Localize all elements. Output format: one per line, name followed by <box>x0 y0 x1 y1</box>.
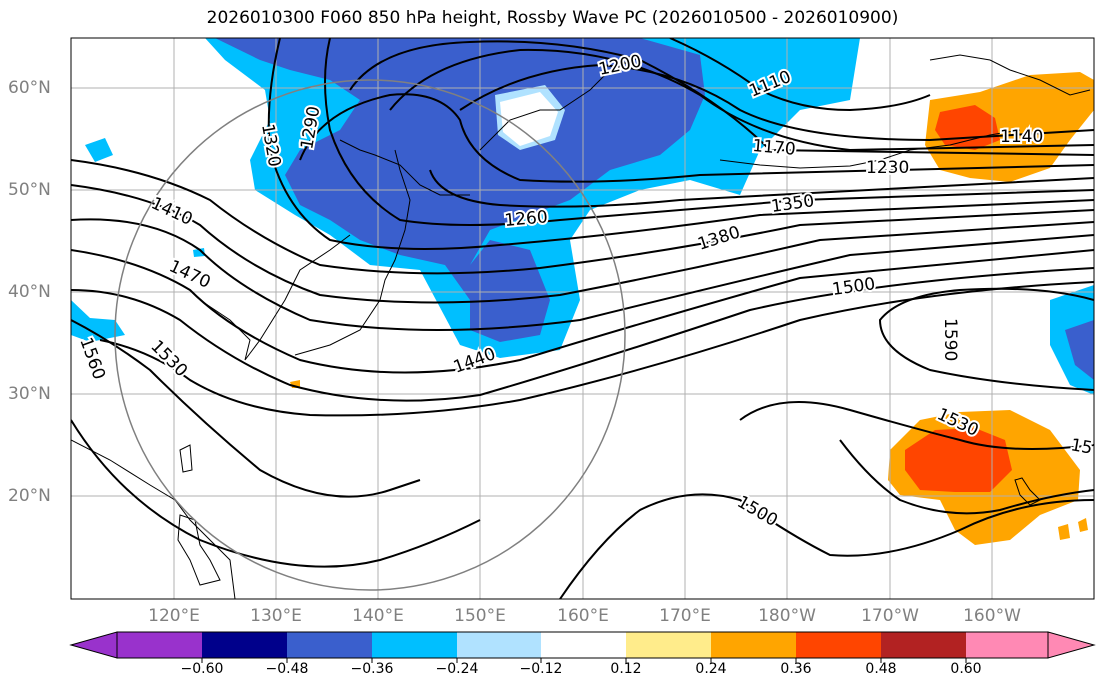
lon-label-180w: 180°W <box>758 606 816 626</box>
colorbar-segment <box>457 632 541 658</box>
negative-anomaly-west-dot <box>193 248 205 257</box>
lon-label-150e: 150°E <box>454 606 506 626</box>
colorbar <box>69 631 1096 663</box>
contour-label: 1230 <box>866 158 909 178</box>
contour-label: 1170 <box>752 136 797 160</box>
map-title: 2026010300 F060 850 hPa height, Rossby W… <box>206 8 899 28</box>
negative-anomaly-white-hole <box>500 92 558 146</box>
coastline-alaska <box>929 54 1091 96</box>
colorbar-segment <box>881 632 966 658</box>
height-contour-1380 <box>71 184 1094 304</box>
colorbar-segment <box>796 632 881 658</box>
coastlines <box>71 54 1091 599</box>
lon-label-170e: 170°E <box>659 606 711 626</box>
projection-circle <box>114 79 626 591</box>
height-contour-1440 <box>71 249 1094 374</box>
colorbar-frame <box>116 631 1049 659</box>
positive-anomaly-subtropical-strong <box>905 428 1012 492</box>
colorbar-segment <box>202 632 287 658</box>
height-contour-1500-south <box>559 493 1094 599</box>
contour-label: 1140 <box>1000 127 1043 147</box>
height-contour-1320 <box>267 38 1094 250</box>
height-contour-1470 <box>71 267 1094 402</box>
colorbar-extend-high <box>1047 631 1096 659</box>
height-contour-1500-north <box>99 281 1094 417</box>
positive-anomaly-small-2 <box>1078 518 1088 532</box>
map-frame <box>70 37 1095 600</box>
lat-label-60n: 60°N <box>8 78 51 98</box>
colorbar-segment <box>541 632 626 658</box>
colorbar-tick-label: −0.24 <box>435 661 479 677</box>
colorbar-segment <box>966 632 1048 658</box>
lon-label-130e: 130°E <box>250 606 302 626</box>
negative-anomaly-west-edge <box>71 300 125 342</box>
colorbar-ticks <box>201 658 967 663</box>
colorbar-segment <box>117 632 202 658</box>
lon-label-170w: 170°W <box>861 606 919 626</box>
colorbar-tick-label: 0.60 <box>950 661 982 677</box>
negative-anomaly-east-strong <box>1065 320 1094 380</box>
lat-label-30n: 30°N <box>8 384 51 404</box>
height-contour-1260 <box>429 169 1094 208</box>
height-contours <box>71 38 1094 599</box>
height-contour-1530 <box>71 319 1094 498</box>
lat-label-40n: 40°N <box>8 282 51 302</box>
height-contour-1200 <box>349 40 1094 156</box>
coastline-philippines <box>177 514 221 586</box>
coastline-aleutians <box>719 129 1021 169</box>
coastline-japan <box>294 149 411 356</box>
height-contour-1140 <box>459 63 1094 142</box>
positive-anomaly-small-1 <box>1058 524 1070 540</box>
coastline-kamchatka <box>479 69 611 151</box>
height-contour-1230 <box>299 93 1094 183</box>
lon-label-120e: 120°E <box>148 606 200 626</box>
height-contour-1290 <box>324 38 1094 226</box>
coastline-sakhalin-kuril <box>339 139 470 196</box>
height-contour-1560 <box>71 419 1094 568</box>
colorbar-segment <box>287 632 372 658</box>
contour-label: 1260 <box>504 207 549 231</box>
colorbar-tick-label: −0.12 <box>519 661 563 677</box>
coastline-asia-mainland <box>71 439 236 599</box>
contour-label: 15 <box>1069 435 1094 458</box>
colorbar-tick-label: −0.36 <box>350 661 394 677</box>
colorbar-segment <box>372 632 457 658</box>
lon-label-160e: 160°E <box>557 606 609 626</box>
colorbar-tick-label: −0.48 <box>265 661 309 677</box>
negative-anomaly-west-small <box>85 138 113 162</box>
lat-label-20n: 20°N <box>8 486 51 506</box>
height-contour-1350 <box>71 159 1094 275</box>
height-contour-1410 <box>71 218 1094 331</box>
colorbar-tick-label: −0.60 <box>180 661 224 677</box>
height-contour-1170 <box>389 48 1094 152</box>
colorbar-tick-label: 0.12 <box>610 661 642 677</box>
colorbar-tick-label: 0.24 <box>695 661 727 677</box>
lon-label-140e: 140°E <box>352 606 404 626</box>
height-contour-1590 <box>878 287 1094 391</box>
lon-label-160w: 160°W <box>963 606 1021 626</box>
colorbar-tick-label: 0.36 <box>780 661 812 677</box>
colorbar-segment <box>626 632 711 658</box>
colorbar-tick-label: 0.48 <box>865 661 897 677</box>
colorbar-segment <box>711 632 796 658</box>
coastline-taiwan <box>179 444 193 473</box>
lat-label-50n: 50°N <box>8 180 51 200</box>
contour-label: 1590 <box>940 318 960 361</box>
height-contour-1110 <box>669 38 931 112</box>
colorbar-extend-low <box>69 631 118 659</box>
gridlines <box>71 38 1094 599</box>
